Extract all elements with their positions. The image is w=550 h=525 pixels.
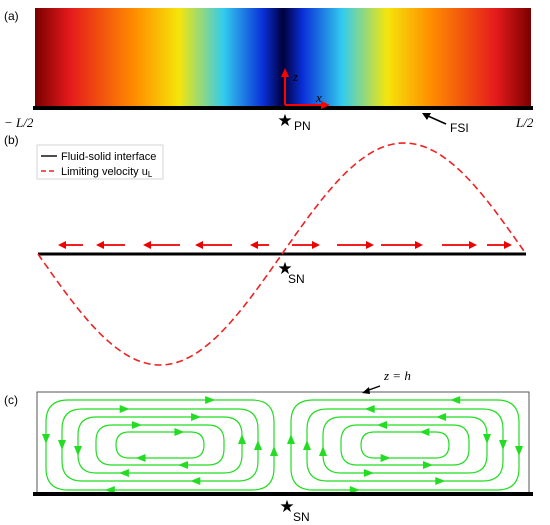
streamline-arrowhead xyxy=(287,434,295,444)
streamline-arrowhead xyxy=(119,405,130,413)
height-label: z = h xyxy=(383,368,411,383)
fsi-label: FSI xyxy=(450,121,469,135)
streamline-arrowhead xyxy=(380,454,391,462)
height-pointer-arrowhead xyxy=(362,387,370,394)
streamline-arrowhead xyxy=(435,477,446,485)
streamline-arrowhead xyxy=(174,428,185,436)
velocity-arrow-head xyxy=(312,241,320,249)
streamline-arrowhead xyxy=(178,461,188,469)
streamline-arrowhead xyxy=(191,413,202,421)
velocity-arrows xyxy=(58,241,512,249)
streamline-arrowhead xyxy=(319,446,327,456)
streamline xyxy=(322,416,488,474)
panel-a-label: (a) xyxy=(4,9,19,23)
sn-star-icon-c: ★ xyxy=(279,497,294,517)
streamline xyxy=(61,408,259,482)
coordinate-axes: z x xyxy=(281,68,330,109)
streamline xyxy=(290,399,520,491)
streamline-arrowhead xyxy=(499,440,507,450)
legend-box xyxy=(36,144,164,180)
x-axis-label: x xyxy=(315,90,322,105)
velocity-arrow-head xyxy=(250,241,258,249)
velocity-arrow-head xyxy=(58,241,66,249)
left-boundary-label: − L/2 xyxy=(4,115,34,130)
fluid-domain-box xyxy=(36,391,530,495)
streamline-arrowhead xyxy=(450,396,461,404)
streamline-arrowhead xyxy=(74,446,82,456)
streamline-arrowhead xyxy=(254,440,262,450)
streamline xyxy=(360,431,450,459)
streamline-arrowhead xyxy=(423,461,433,469)
fsi-pointer-arrowhead xyxy=(422,113,431,120)
velocity-arrow-head xyxy=(415,241,423,249)
legend-interface-text: Fluid-solid interface xyxy=(61,151,156,163)
streamline-arrowhead xyxy=(364,405,375,413)
panel-c-label: (c) xyxy=(4,393,18,407)
velocity-arrow-head xyxy=(195,241,203,249)
velocity-arrow-head xyxy=(366,241,374,249)
streamline-arrowhead xyxy=(118,469,129,477)
streamline xyxy=(115,431,205,459)
velocity-arrow-head xyxy=(469,241,477,249)
panel-a: (a) z x ★ PN − L/2 L/2 FSI xyxy=(4,8,534,135)
streamline xyxy=(306,408,504,482)
limiting-velocity-curve xyxy=(37,142,527,366)
streamlines xyxy=(42,396,523,494)
velocity-arrow-head xyxy=(504,241,512,249)
streamline-arrowhead xyxy=(303,440,311,450)
streamline-arrowhead xyxy=(132,421,142,429)
streamline-arrowhead xyxy=(58,440,66,450)
z-axis-arrowhead xyxy=(281,68,289,77)
streamline xyxy=(77,416,243,474)
x-axis-arrowhead xyxy=(321,101,330,109)
streamline xyxy=(45,399,275,491)
streamline-arrowhead xyxy=(205,396,216,404)
sn-label-b: SN xyxy=(288,272,305,286)
panel-b-label: (b) xyxy=(4,133,19,147)
streamline-arrowhead xyxy=(377,421,387,429)
streamline-arrowhead xyxy=(436,413,447,421)
streamline-arrowhead xyxy=(190,477,201,485)
pn-star-icon: ★ xyxy=(277,111,292,131)
legend-velocity-text: Limiting velocity uL xyxy=(61,166,153,179)
streamline-arrowhead xyxy=(42,434,50,444)
sn-label-c: SN xyxy=(293,510,310,524)
streamline-arrowhead xyxy=(363,469,374,477)
streamline xyxy=(340,424,470,466)
sn-star-icon-b: ★ xyxy=(277,259,292,279)
z-axis-label: z xyxy=(292,69,298,84)
pressure-colormap xyxy=(35,8,531,108)
panel-c: (c) z = h ★ SN xyxy=(4,368,533,524)
streamline-arrowhead xyxy=(135,454,146,462)
velocity-arrow-head xyxy=(96,241,104,249)
pn-label: PN xyxy=(294,119,311,133)
streamline-arrowhead xyxy=(238,434,246,444)
streamline-arrowhead xyxy=(515,446,523,456)
panel-b: (b) Fluid-solid interface Limiting veloc… xyxy=(4,133,527,366)
streamline-arrowhead xyxy=(483,434,491,444)
streamline-arrowhead xyxy=(419,428,430,436)
streamline-arrowhead xyxy=(270,446,278,456)
fsi-pointer-arrow xyxy=(427,115,447,125)
right-boundary-label: L/2 xyxy=(515,115,534,130)
legend: Fluid-solid interface Limiting velocity … xyxy=(36,144,164,180)
velocity-arrow-head xyxy=(143,241,151,249)
streamline xyxy=(95,424,225,466)
